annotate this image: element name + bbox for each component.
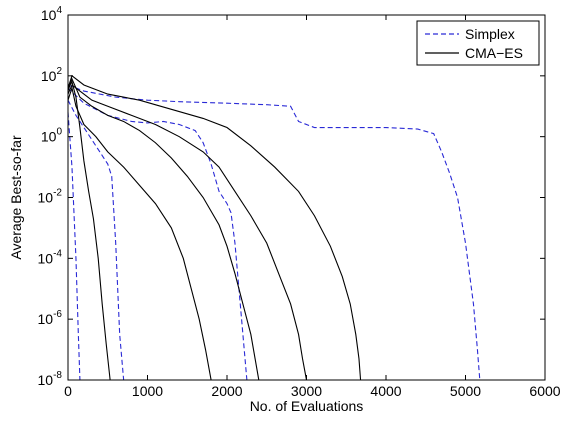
x-tick-label: 0 <box>64 383 72 399</box>
plot-frame <box>67 14 546 381</box>
series-cma-es-4 <box>67 80 111 381</box>
series-simplex-1 <box>67 99 125 381</box>
series-simplex-0 <box>67 112 81 381</box>
ticks-layer: 0 1000 2000 3000 4000 5000 6000 10-8 10-6 10-4 10-… <box>38 5 561 399</box>
y-tick-label: 104 <box>41 5 63 23</box>
legend-label-cma-es: CMA−ES <box>465 45 523 61</box>
series-simplex-2 <box>67 87 248 381</box>
y-tick-label: 10-2 <box>38 188 63 206</box>
y-tick-label: 100 <box>41 127 63 145</box>
legend-box <box>416 20 540 66</box>
series-simplex-3 <box>67 84 481 381</box>
x-tick-label: 4000 <box>370 383 401 399</box>
legend: Simplex CMA−ES <box>416 20 540 66</box>
y-tick-label: 10-8 <box>38 370 63 388</box>
x-tick-label: 1000 <box>132 383 163 399</box>
x-tick-label: 5000 <box>450 383 481 399</box>
series-cma-es-6 <box>67 77 260 381</box>
x-axis-label: No. of Evaluations <box>250 398 364 414</box>
x-tick-label: 2000 <box>211 383 242 399</box>
series-cma-es-5 <box>67 85 212 381</box>
x-tick-label: 6000 <box>529 383 560 399</box>
x-tick-label: 3000 <box>291 383 322 399</box>
series-cma-es-7 <box>67 84 308 381</box>
y-tick-label: 102 <box>41 66 63 84</box>
series-layer <box>67 74 481 381</box>
series-cma-es-8 <box>67 74 362 381</box>
y-tick-label: 10-6 <box>38 309 63 327</box>
y-tick-label: 10-4 <box>38 248 63 266</box>
y-axis-label: Average Best-so-far <box>8 135 24 260</box>
legend-label-simplex: Simplex <box>465 26 515 42</box>
